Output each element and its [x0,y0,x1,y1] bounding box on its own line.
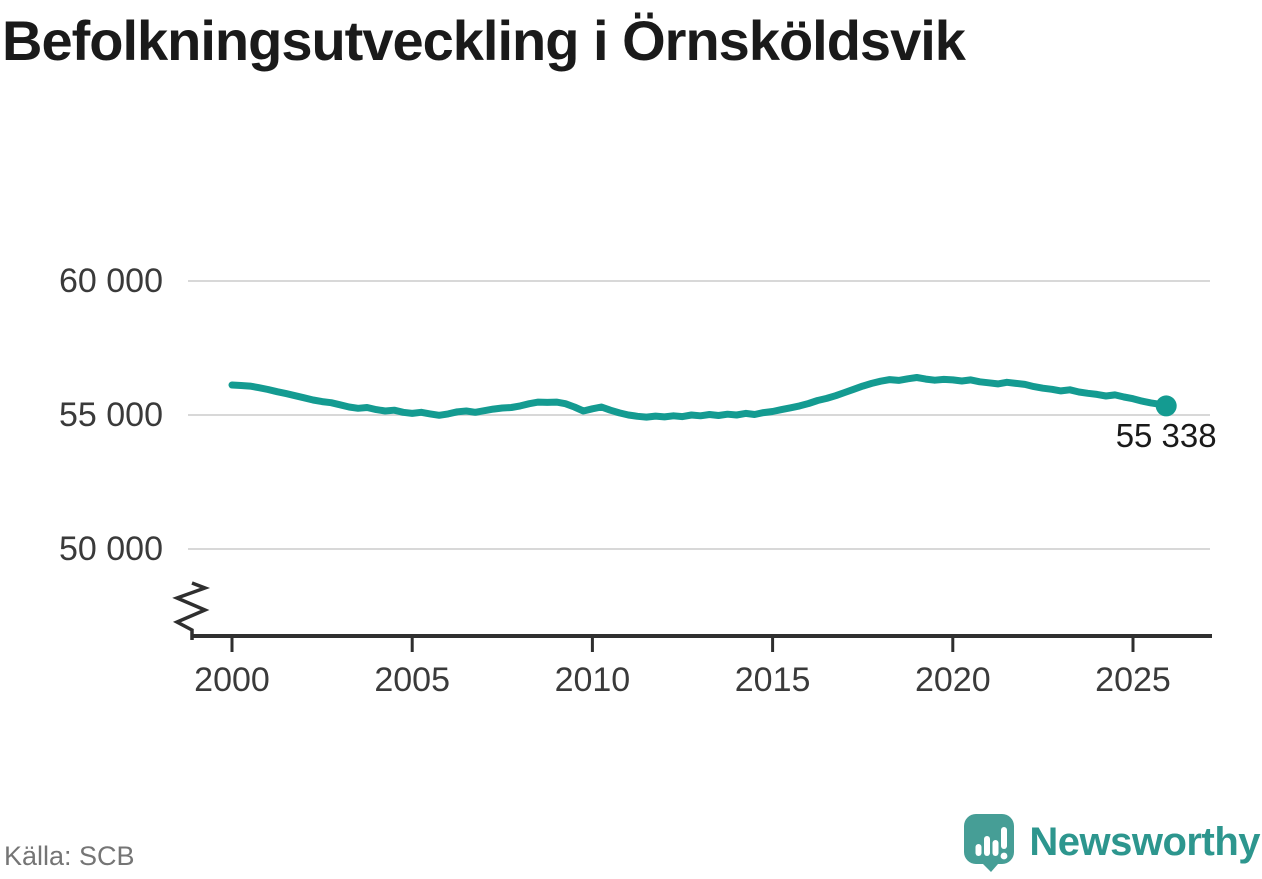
y-axis-break-icon [172,581,211,640]
logo-exclamation-bar [1001,827,1008,849]
x-axis-tick-label: 2015 [734,661,811,699]
logo-bar-1 [975,844,982,856]
x-axis-tick-label: 2025 [1095,661,1171,699]
newsworthy-wordmark: Newsworthy [1029,819,1260,864]
population-series [228,374,1177,421]
x-axis-tick-label: 2000 [194,661,270,699]
x-axis-tick-label: 2020 [914,661,991,699]
latest-value-dot [1155,395,1177,417]
y-axis-tick-label: 50 000 [59,530,163,568]
source-caption: Källa: SCB [4,841,135,871]
x-axis-tick-label: 2005 [374,661,450,699]
chart-title: Befolkningsutveckling i Örnsköldsvik [2,9,966,72]
newsworthy-logo: Newsworthy [961,810,1260,874]
x-axis-ticks [230,638,1135,652]
population-line [228,374,1170,421]
logo-exclamation-dot [1000,852,1008,860]
end-value-label: 55 338 [1115,416,1217,454]
logo-bar-3 [992,840,999,856]
y-axis-tick-label: 55 000 [59,396,163,434]
x-axis [192,634,1212,652]
y-axis-tick-label: 60 000 [59,262,163,300]
newsworthy-speech-bubble-icon [964,814,1015,872]
x-axis-tick-label: 2010 [554,661,631,699]
logo-bar-2 [984,836,991,856]
